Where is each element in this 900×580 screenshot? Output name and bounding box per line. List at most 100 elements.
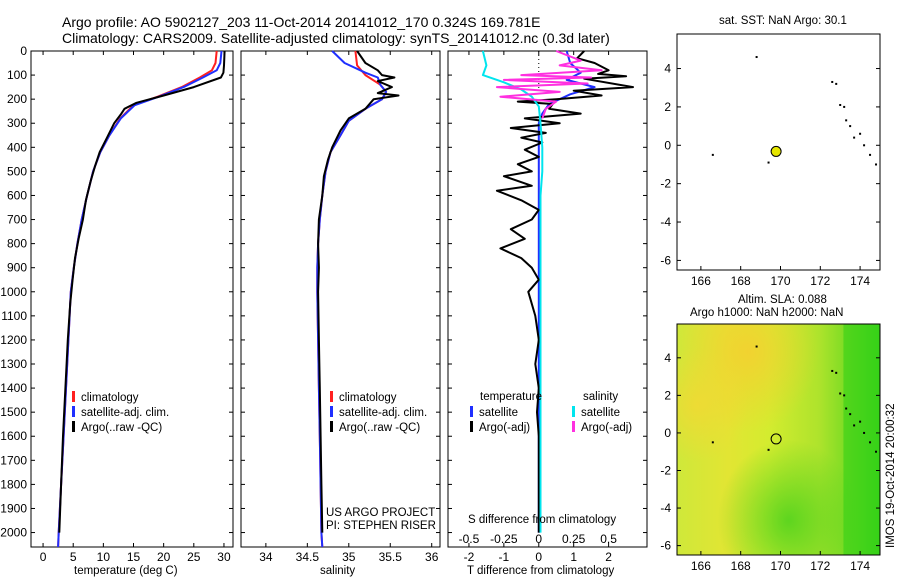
legend-swatch-temp-satellite	[470, 406, 473, 417]
map-sla-ytick-label: 0	[664, 426, 671, 440]
project-credit: US ARGO PROJECT	[326, 507, 436, 519]
depth-tick-label: 200	[7, 92, 27, 106]
map-sla-ytick-label: -6	[660, 539, 671, 553]
salinity-difference-tick-label: 0.25	[562, 532, 586, 546]
island-marker	[755, 56, 758, 59]
temperature-xtick-label: 10	[97, 550, 111, 564]
island-marker	[863, 431, 866, 434]
climatology-title: Climatology: CARS2009. Satellite-adjuste…	[62, 30, 610, 46]
differences-xtick-label: 1	[570, 550, 577, 564]
map-sst-xtick-label: 174	[850, 274, 870, 288]
map-sla-ytick-label: -2	[660, 463, 671, 477]
depth-tick-label: 800	[7, 237, 27, 251]
sst-map-title: sat. SST: NaN Argo: 30.1	[719, 15, 847, 27]
differences-xtick-label: -1	[499, 550, 510, 564]
island-marker	[869, 441, 872, 444]
map-sst-ytick-label: -4	[660, 215, 671, 229]
differences-series-sal_sat	[481, 50, 544, 533]
island-marker	[859, 420, 862, 423]
depth-tick-label: 1500	[0, 405, 27, 419]
differences-xtick-label: 2	[605, 550, 612, 564]
map-sst-frame	[676, 33, 881, 271]
legend-label-climatology: climatology	[339, 392, 397, 404]
island-marker	[853, 136, 856, 139]
map-sla-frame	[676, 323, 881, 556]
legend-swatch-satellite	[330, 406, 333, 417]
salinity-difference-tick-label: 0	[535, 532, 542, 546]
depth-tick-label: 1900	[0, 501, 27, 515]
temperature-series-clim	[57, 50, 218, 548]
temperature-xtick-label: 20	[157, 550, 171, 564]
legend-head-salinity: salinity	[583, 391, 619, 403]
legend-swatch-sal-satellite	[572, 406, 575, 417]
temperature-frame	[30, 50, 234, 548]
map-sla-xtick-label: 174	[850, 559, 870, 573]
depth-tick-label: 1600	[0, 429, 27, 443]
depth-tick-label: 1700	[0, 453, 27, 467]
differences-xtick-label: 0	[535, 550, 542, 564]
legend-swatch-temp-argo	[470, 421, 473, 432]
legend-label-sal-satellite: satellite	[581, 407, 620, 419]
island-marker	[849, 125, 852, 128]
island-marker	[767, 161, 770, 164]
differences-frame	[447, 50, 648, 548]
map-sst-ytick-label: 4	[664, 62, 671, 76]
depth-tick-label: 900	[7, 261, 27, 275]
island-marker	[875, 450, 878, 453]
island-marker	[843, 394, 846, 397]
island-marker	[845, 119, 848, 122]
legend-label-climatology: climatology	[81, 392, 139, 404]
map-sla-xtick-label: 166	[691, 559, 711, 573]
map-sla-xtick-label: 172	[810, 559, 830, 573]
island-marker	[845, 407, 848, 410]
map-sla-ytick-label: 4	[664, 351, 671, 365]
island-marker	[849, 413, 852, 416]
island-marker	[711, 153, 714, 156]
map-sla-ytick-label: -4	[660, 501, 671, 515]
island-marker	[839, 392, 842, 395]
t-difference-xlabel: T difference from climatology	[467, 565, 615, 577]
legend-label-satellite: satellite-adj. clim.	[81, 407, 170, 419]
legend-label-sal-argo: Argo(-adj)	[581, 422, 633, 434]
differences-series-sat	[537, 50, 596, 533]
salinity-series-argo	[317, 50, 400, 533]
salinity-xtick-label: 34	[259, 550, 273, 564]
island-marker	[835, 371, 838, 374]
island-marker	[831, 80, 834, 83]
pi-credit: PI: STEPHEN RISER	[326, 520, 436, 532]
map-sst-ytick-label: -2	[660, 177, 671, 191]
temperature-series-sat	[57, 50, 223, 548]
depth-tick-label: 1100	[1, 309, 27, 323]
island-marker	[863, 144, 866, 147]
map-sla-xtick-label: 168	[731, 559, 751, 573]
legend-head-temperature: temperature	[480, 391, 543, 403]
depth-tick-label: 1800	[0, 477, 27, 491]
island-marker	[839, 103, 842, 106]
island-marker	[869, 153, 872, 156]
profile-title: Argo profile: AO 5902127_203 11-Oct-2014…	[62, 14, 541, 30]
depth-tick-label: 300	[7, 116, 27, 130]
island-marker	[835, 82, 838, 85]
legend-label-argo: Argo(..raw -QC)	[339, 422, 421, 434]
island-marker	[859, 132, 862, 135]
depth-tick-label: 100	[7, 68, 27, 82]
temperature-xtick-label: 5	[70, 550, 77, 564]
depth-tick-label: 1300	[0, 357, 27, 371]
differences-xtick-label: -2	[464, 550, 475, 564]
imos-stamp: IMOS 19-Oct-2014 20:00:32	[885, 403, 897, 548]
salinity-series-clim	[316, 50, 388, 548]
depth-tick-label: 400	[7, 140, 27, 154]
salinity-xlabel: salinity	[320, 565, 356, 577]
legend-swatch-sal-argo	[572, 421, 575, 432]
island-marker	[831, 369, 834, 372]
temperature-xtick-label: 15	[127, 550, 141, 564]
island-marker	[755, 345, 758, 348]
salinity-xtick-label: 34.5	[296, 550, 320, 564]
legend-swatch-argo	[330, 421, 333, 432]
map-sst-xtick-label: 168	[731, 274, 751, 288]
island-marker	[711, 441, 714, 444]
depth-tick-label: 1000	[0, 285, 27, 299]
s-difference-label: S difference from climatology	[468, 514, 617, 526]
legend-swatch-argo	[72, 421, 75, 432]
